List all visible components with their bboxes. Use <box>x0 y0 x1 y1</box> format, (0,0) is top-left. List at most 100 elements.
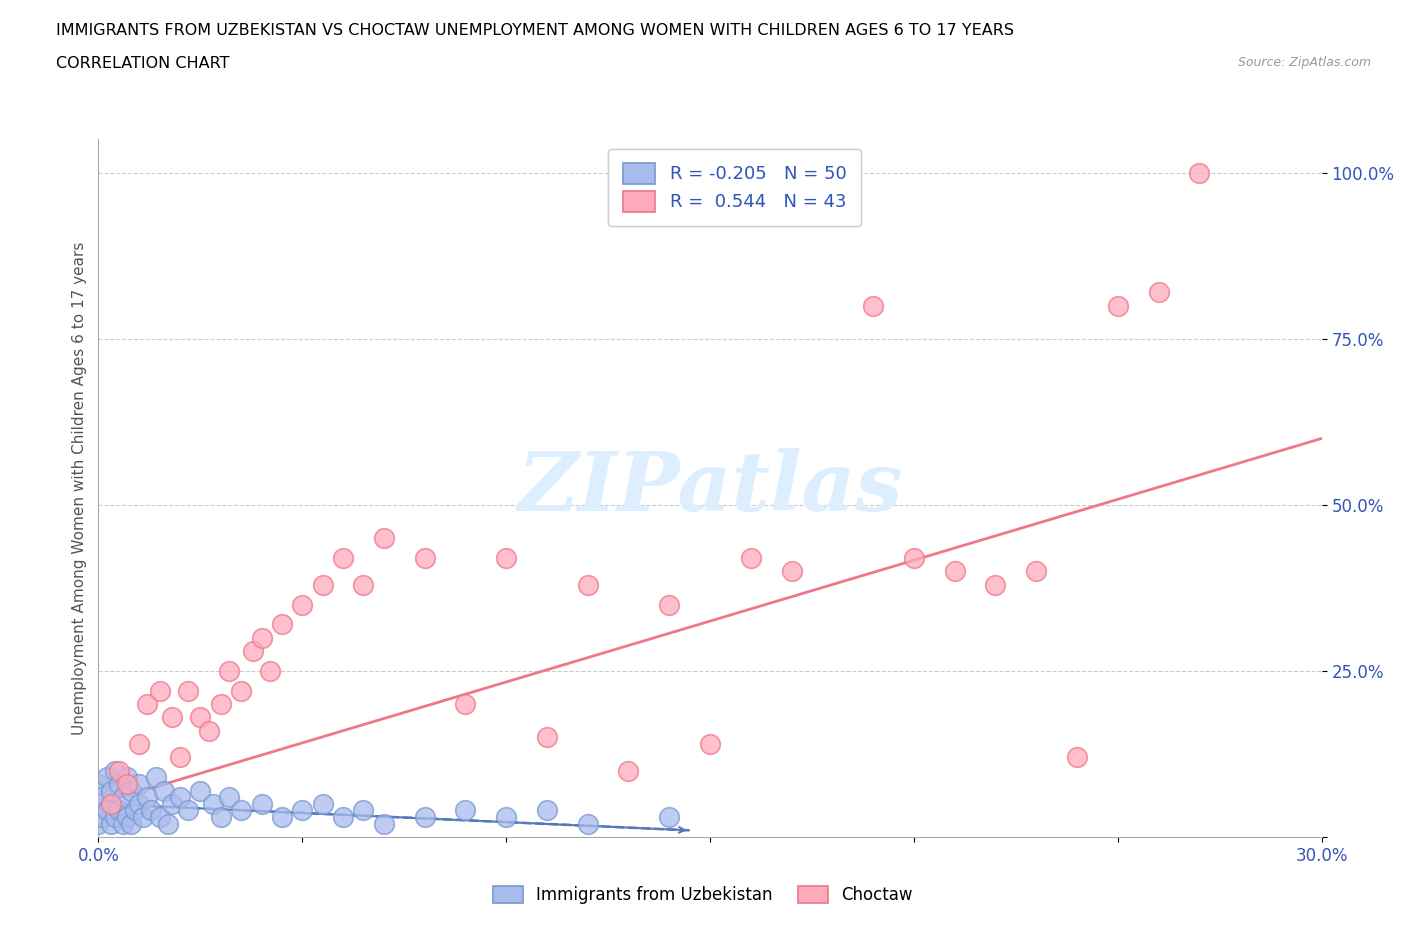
Point <box>160 796 183 811</box>
Point <box>242 644 264 658</box>
Point <box>373 817 395 831</box>
Point <box>96 770 118 785</box>
Point <box>108 803 131 817</box>
Y-axis label: Unemployment Among Women with Children Ages 6 to 17 years: Unemployment Among Women with Children A… <box>72 242 87 735</box>
Point <box>111 817 134 831</box>
Point <box>128 737 150 751</box>
Point <box>495 810 517 825</box>
Point <box>862 299 884 313</box>
Legend: R = -0.205   N = 50, R =  0.544   N = 43: R = -0.205 N = 50, R = 0.544 N = 43 <box>609 149 860 226</box>
Point <box>1147 285 1170 299</box>
Point <box>821 166 844 180</box>
Point <box>120 783 142 798</box>
Point <box>332 551 354 565</box>
Point <box>136 790 159 804</box>
Point <box>136 697 159 711</box>
Point <box>270 810 294 825</box>
Point <box>156 817 179 831</box>
Point <box>231 684 253 698</box>
Point <box>104 764 127 778</box>
Point <box>250 796 273 811</box>
Point <box>259 663 281 678</box>
Point <box>291 803 314 817</box>
Text: CORRELATION CHART: CORRELATION CHART <box>56 56 229 71</box>
Point <box>291 597 314 612</box>
Point <box>536 730 558 745</box>
Point <box>332 810 354 825</box>
Legend: Immigrants from Uzbekistan, Choctaw: Immigrants from Uzbekistan, Choctaw <box>485 878 921 912</box>
Point <box>108 764 131 778</box>
Point <box>128 796 150 811</box>
Point <box>128 777 150 791</box>
Point <box>197 724 219 738</box>
Point <box>87 777 110 791</box>
Point <box>149 684 172 698</box>
Point <box>111 790 134 804</box>
Point <box>201 796 224 811</box>
Point <box>218 663 240 678</box>
Point <box>373 531 395 546</box>
Point <box>100 817 122 831</box>
Point <box>115 810 138 825</box>
Point <box>104 810 127 825</box>
Point <box>96 803 118 817</box>
Point <box>780 564 803 578</box>
Point <box>188 710 212 724</box>
Point <box>149 810 172 825</box>
Point <box>352 578 374 592</box>
Point <box>91 790 114 804</box>
Point <box>495 551 517 565</box>
Point <box>169 750 191 764</box>
Text: Source: ZipAtlas.com: Source: ZipAtlas.com <box>1237 56 1371 69</box>
Point <box>576 817 599 831</box>
Point <box>617 764 640 778</box>
Point <box>132 810 155 825</box>
Point <box>658 810 681 825</box>
Point <box>250 631 273 645</box>
Point <box>100 783 122 798</box>
Point <box>984 578 1007 592</box>
Point <box>160 710 183 724</box>
Point <box>454 803 477 817</box>
Point <box>115 770 138 785</box>
Point <box>1025 564 1047 578</box>
Point <box>87 796 110 811</box>
Point <box>120 817 142 831</box>
Point <box>536 803 558 817</box>
Point <box>152 783 174 798</box>
Point <box>352 803 374 817</box>
Point <box>87 817 110 831</box>
Point <box>943 564 966 578</box>
Point <box>576 578 599 592</box>
Point <box>312 578 335 592</box>
Point <box>740 551 762 565</box>
Point <box>903 551 925 565</box>
Point <box>231 803 253 817</box>
Point <box>312 796 335 811</box>
Point <box>699 737 721 751</box>
Point <box>124 803 146 817</box>
Point <box>188 783 212 798</box>
Point <box>413 810 436 825</box>
Point <box>177 684 200 698</box>
Point <box>209 697 232 711</box>
Point <box>145 770 167 785</box>
Point <box>218 790 240 804</box>
Point <box>1066 750 1088 764</box>
Point <box>1107 299 1129 313</box>
Point <box>413 551 436 565</box>
Point <box>270 617 294 631</box>
Point <box>169 790 191 804</box>
Text: IMMIGRANTS FROM UZBEKISTAN VS CHOCTAW UNEMPLOYMENT AMONG WOMEN WITH CHILDREN AGE: IMMIGRANTS FROM UZBEKISTAN VS CHOCTAW UN… <box>56 23 1014 38</box>
Point <box>1188 166 1211 180</box>
Point <box>658 597 681 612</box>
Point <box>91 810 114 825</box>
Text: ZIPatlas: ZIPatlas <box>517 448 903 528</box>
Point <box>108 777 131 791</box>
Point <box>209 810 232 825</box>
Point <box>115 777 138 791</box>
Point <box>177 803 200 817</box>
Point <box>454 697 477 711</box>
Point <box>100 796 122 811</box>
Point <box>141 803 163 817</box>
